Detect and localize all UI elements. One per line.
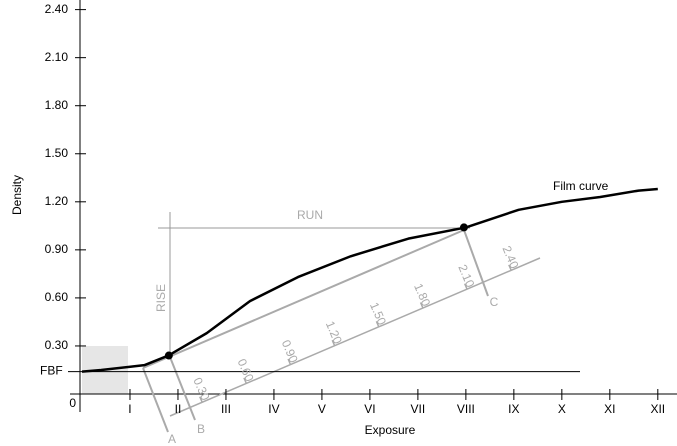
y-axis-label: Density xyxy=(10,175,24,215)
ruler-tick xyxy=(375,321,380,328)
x-tick-label: VII xyxy=(411,402,426,416)
x-tick-label: I xyxy=(128,402,131,416)
x-tick-label: VI xyxy=(364,402,375,416)
ruler-marker: C xyxy=(490,295,499,309)
x-tick-label: VIII xyxy=(457,402,475,416)
y-tick-label: 0.30 xyxy=(45,338,69,352)
x-tick-label: IV xyxy=(268,402,279,416)
y-tick-label: 2.40 xyxy=(45,2,69,16)
x-tick-label: III xyxy=(221,402,231,416)
ruler-tick xyxy=(508,264,512,271)
x-tick-label: X xyxy=(558,402,566,416)
ruler-tick xyxy=(243,377,247,384)
y-tick-label: 1.50 xyxy=(45,146,69,160)
curve-point xyxy=(459,223,468,232)
ruler-arm-a xyxy=(142,367,169,433)
ruler-baseline xyxy=(169,257,541,417)
rise-label: RISE xyxy=(154,284,168,312)
ruler-arm-b xyxy=(169,356,196,421)
run-label: RUN xyxy=(297,208,323,222)
y-tick-label: 0.90 xyxy=(45,242,69,256)
x-tick-label: II xyxy=(175,402,182,416)
ruler-tick xyxy=(331,339,336,346)
measure-line xyxy=(142,229,465,369)
y-tick-label: 0 xyxy=(69,396,76,410)
y-tick-label: 1.20 xyxy=(45,194,69,208)
ruler-tick xyxy=(199,396,203,403)
ruler-tick xyxy=(287,358,292,365)
fbf-label: FBF xyxy=(40,364,63,378)
y-tick-label: 0.60 xyxy=(45,290,69,304)
x-axis-label: Exposure xyxy=(365,423,416,437)
x-tick-label: V xyxy=(318,402,326,416)
x-tick-label: IX xyxy=(508,402,519,416)
x-tick-label: XI xyxy=(604,402,615,416)
curve-point xyxy=(164,351,173,360)
x-tick-label: XII xyxy=(650,402,665,416)
ruler-tick xyxy=(464,283,468,290)
y-tick-label: 2.10 xyxy=(45,50,69,64)
ruler-tick xyxy=(419,302,424,309)
y-tick-label: 1.80 xyxy=(45,98,69,112)
film-curve xyxy=(81,187,658,373)
series-label: Film curve xyxy=(553,179,609,193)
ruler-marker: A xyxy=(168,432,176,446)
ruler-arm-c xyxy=(463,229,489,297)
ruler-marker: B xyxy=(197,422,205,436)
